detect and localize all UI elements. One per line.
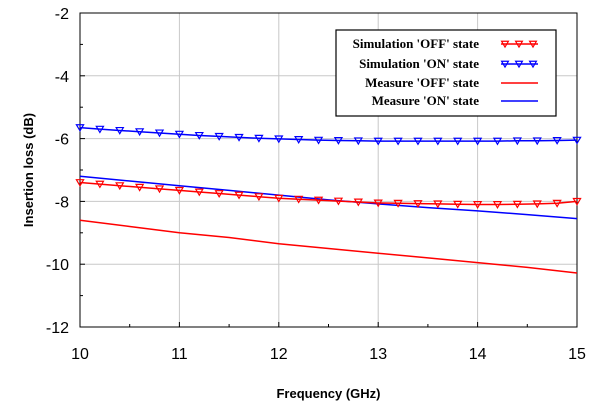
data-point-sim-off: [234, 191, 244, 200]
y-tick-label: -12: [46, 320, 69, 337]
data-point-sim-on: [154, 129, 165, 138]
data-point-sim-off: [333, 197, 344, 206]
legend-label-sim-on: Simulation 'ON' state: [359, 56, 479, 71]
data-point-sim-off: [254, 193, 264, 202]
data-point-sim-on: [512, 137, 523, 146]
series-meas-on: [79, 175, 578, 220]
data-point-sim-off: [194, 188, 204, 197]
data-point-sim-on: [433, 137, 443, 146]
data-point-sim-off: [532, 200, 542, 209]
data-point-sim-on: [333, 137, 344, 145]
data-point-sim-off: [393, 199, 403, 208]
legend-label-sim-off: Simulation 'OFF' state: [353, 36, 480, 51]
data-point-sim-off: [353, 198, 363, 207]
data-point-sim-off: [373, 199, 383, 208]
data-point-sim-on: [75, 124, 85, 133]
x-tick-label: 13: [369, 346, 387, 363]
data-point-sim-off: [492, 201, 503, 209]
data-point-sim-off: [552, 199, 562, 208]
legend-marker-sim-off: [528, 40, 538, 49]
legend: Simulation 'OFF' state Simulation 'ON' s…: [335, 29, 557, 117]
y-tick-label: -8: [55, 194, 69, 211]
data-point-sim-off: [134, 183, 145, 192]
y-tick-label: -2: [55, 6, 69, 23]
data-point-sim-off: [413, 200, 423, 209]
data-point-sim-off: [214, 190, 224, 198]
data-point-sim-on: [214, 132, 224, 141]
data-point-sim-on: [552, 137, 562, 145]
series-line-meas-on: [79, 175, 578, 220]
data-point-sim-off: [512, 200, 523, 209]
x-tick-label: 14: [469, 346, 487, 363]
legend-marker-sim-off: [514, 40, 524, 49]
data-point-sim-off: [95, 180, 105, 189]
legend-marker-sim-on: [500, 60, 510, 69]
legend-label-meas-on: Measure 'ON' state: [372, 93, 480, 108]
data-point-sim-on: [353, 137, 363, 146]
legend-marker-sim-on: [514, 60, 524, 69]
series-line-sim-on: [79, 126, 578, 142]
data-point-sim-off: [472, 201, 483, 209]
data-point-sim-on: [115, 126, 125, 135]
legend-swatches: [500, 40, 538, 102]
data-point-sim-on: [373, 137, 383, 146]
data-point-sim-on: [194, 131, 204, 140]
legend-marker-sim-on: [528, 60, 538, 69]
data-point-sim-on: [174, 130, 185, 139]
legend-marker-sim-off: [500, 40, 510, 49]
data-point-sim-on: [532, 137, 542, 146]
data-point-sim-on: [453, 137, 463, 146]
y-axis-title: Insertion loss (dB): [21, 113, 36, 227]
series-line-meas-off: [79, 219, 578, 274]
data-point-sim-on: [234, 133, 244, 142]
data-point-sim-off: [174, 186, 185, 195]
y-tick-label: -6: [55, 132, 69, 149]
ticks: 10 11 12 13 14 15 -2 -4 -6 -8 -10 -12: [46, 6, 586, 363]
data-point-sim-off: [433, 200, 443, 209]
data-point-sim-off: [453, 200, 463, 209]
series-line-sim-off: [79, 181, 578, 206]
data-point-sim-on: [313, 136, 324, 145]
data-point-sim-on: [572, 136, 582, 145]
data-point-sim-on: [413, 137, 423, 146]
x-tick-label: 12: [270, 346, 288, 363]
x-tick-label: 11: [171, 346, 188, 363]
data-point-sim-off: [572, 197, 582, 206]
data-point-sim-off: [294, 195, 304, 204]
data-point-sim-on: [134, 128, 145, 137]
y-tick-label: -10: [46, 257, 69, 274]
series-sim-off: [75, 179, 582, 209]
data-point-sim-on: [95, 125, 105, 134]
series-sim-on: [75, 124, 582, 146]
data-point-sim-off: [115, 182, 125, 191]
data-point-sim-on: [393, 137, 403, 146]
data-point-sim-on: [274, 135, 284, 144]
series-meas-off: [79, 219, 578, 274]
legend-label-meas-off: Measure 'OFF' state: [365, 75, 479, 90]
data-point-sim-off: [75, 179, 85, 187]
x-tick-label: 10: [71, 346, 89, 363]
series-layer: [75, 124, 582, 274]
data-point-sim-on: [294, 136, 304, 144]
x-axis-title: Frequency (GHz): [276, 386, 380, 401]
y-tick-label: -4: [55, 69, 69, 86]
data-point-sim-off: [274, 194, 284, 203]
data-point-sim-off: [313, 196, 324, 205]
data-point-sim-off: [154, 185, 165, 194]
data-point-sim-on: [254, 134, 264, 143]
data-point-sim-on: [492, 137, 503, 146]
x-tick-label: 15: [568, 346, 586, 363]
data-point-sim-on: [472, 137, 483, 146]
